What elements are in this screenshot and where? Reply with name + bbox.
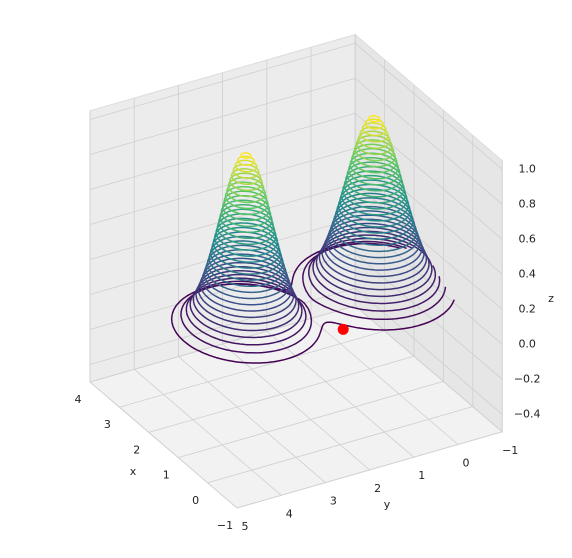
z-tick-label: −0.4: [514, 407, 541, 420]
contours: [170, 115, 455, 364]
contour-line: [220, 161, 402, 228]
grid-line: [354, 252, 503, 380]
z-tick-label: 0.8: [518, 197, 536, 210]
point: [337, 323, 349, 335]
x-axis-label: x: [130, 465, 137, 478]
grid-line: [89, 252, 356, 330]
z-tick-label: −0.2: [514, 372, 541, 385]
contour-line: [236, 118, 385, 167]
contour-line: [240, 115, 381, 159]
grid-line: [222, 343, 370, 471]
contour-line: [229, 134, 393, 192]
grid-line: [133, 368, 282, 496]
z-tick-label: 0.4: [518, 267, 536, 280]
grid: [89, 34, 503, 509]
grid-line: [89, 381, 238, 509]
y-tick-label: −1: [502, 444, 518, 457]
y-tick-label: 5: [242, 520, 249, 533]
grid-line: [89, 147, 356, 225]
x-tick-label: 4: [75, 393, 82, 406]
grid-line: [354, 42, 503, 170]
grid-line: [310, 318, 459, 445]
x-tick-label: −1: [217, 519, 233, 532]
x-tick-label: 1: [163, 469, 170, 482]
y-tick-label: 3: [330, 495, 337, 508]
contour-line: [185, 240, 441, 346]
x-tick-label: 2: [133, 443, 140, 456]
z-tick-label: 0.6: [518, 232, 536, 245]
contour-line: [206, 205, 418, 288]
grid-line: [354, 182, 503, 310]
contour-line: [234, 122, 387, 173]
contour-line: [192, 234, 433, 332]
grid-line: [89, 112, 356, 190]
x-tick-label: 0: [192, 494, 199, 507]
grid-line: [354, 287, 503, 415]
grid-line: [354, 77, 503, 205]
contour-line: [197, 226, 428, 319]
y-tick-label: 2: [374, 482, 381, 495]
x-tick-label: 3: [104, 418, 111, 431]
grid-line: [178, 356, 326, 483]
tick-labels: −1 0 1 2 3 4 −1 0 1 2 3 4 5 −0.4 −0.2 0.0 0.2 0.4 0.6 0.8 1.…: [75, 162, 541, 533]
y-tick-label: 0: [463, 457, 470, 470]
panes: [88, 33, 504, 509]
y-tick-label: 4: [286, 507, 293, 520]
grid-line: [89, 182, 356, 260]
grid-line: [266, 330, 415, 458]
z-axis-label: z: [548, 292, 554, 305]
contour-line: [230, 130, 391, 186]
z-tick-label: 1.0: [518, 162, 536, 175]
y-axis-label: y: [384, 498, 391, 511]
contour-line: [232, 126, 389, 179]
grid-line: [89, 77, 356, 155]
grid-line: [354, 305, 503, 433]
grid-line: [89, 42, 356, 120]
y-tick-label: 1: [418, 469, 425, 482]
grid-line: [354, 147, 503, 275]
z-tick-label: 0.2: [518, 302, 536, 315]
z-tick-label: 0.0: [518, 337, 536, 350]
